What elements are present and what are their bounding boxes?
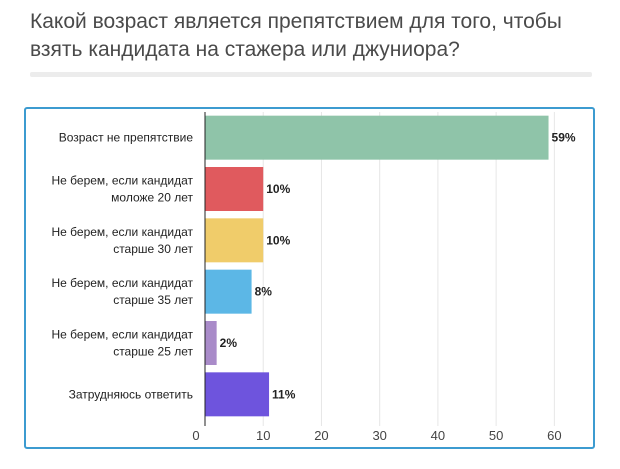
category-label-line: Не берем, если кандидат [52, 174, 194, 188]
category-label-line: Затрудняюсь ответить [69, 387, 193, 401]
category-label: Затрудняюсь ответить [69, 387, 193, 401]
x-tick-label: 20 [314, 428, 328, 443]
category-label-line: старше 25 лет [113, 345, 193, 359]
data-label: 10% [266, 182, 290, 196]
category-label-line: старше 30 лет [113, 242, 193, 256]
chart-title: Какой возраст является препятствием для … [30, 10, 562, 61]
category-label: Возраст не препятствие [59, 131, 194, 145]
category-label: Не берем, если кандидат старше 25 лет [52, 328, 194, 359]
category-label-line: старше 35 лет [113, 293, 193, 307]
data-label: 10% [266, 233, 290, 247]
data-label: 59% [552, 131, 576, 145]
category-label-line: Не берем, если кандидат [52, 225, 194, 239]
x-tick-label: 10 [256, 428, 270, 443]
bar [205, 218, 264, 263]
x-tick-label: 60 [547, 428, 561, 443]
x-tick-label: 0 [192, 428, 199, 443]
x-tick-label: 40 [431, 428, 445, 443]
bar [205, 372, 270, 417]
category-label-line: Возраст не препятствие [59, 131, 194, 145]
category-label: Не берем, если кандидат старше 35 лет [52, 276, 194, 307]
category-label-line: Не берем, если кандидат [52, 276, 194, 290]
category-label: Не берем, если кандидат моложе 20 лет [52, 174, 194, 205]
data-label: 2% [220, 336, 238, 350]
data-label: 8% [255, 285, 273, 299]
bar [205, 321, 217, 365]
bars [205, 115, 549, 417]
value-labels: 59% 10% 10% 8% 2% 11% [220, 131, 576, 402]
x-tick-label: 30 [372, 428, 386, 443]
category-label-line: моложе 20 лет [111, 191, 193, 205]
chart-frame [24, 107, 595, 449]
bar [205, 115, 549, 160]
category-label: Не берем, если кандидат старше 30 лет [52, 225, 194, 256]
title-underline [30, 72, 592, 77]
grid-lines [262, 112, 555, 426]
x-tick-labels: 0 10 20 30 40 50 60 [192, 428, 561, 443]
category-labels: Возраст не препятствие Не берем, если кан… [52, 131, 194, 402]
category-label-line: Не берем, если кандидат [52, 328, 194, 342]
bar [205, 167, 264, 211]
data-label: 11% [272, 387, 296, 401]
x-tick-label: 50 [489, 428, 503, 443]
bar [205, 269, 252, 314]
